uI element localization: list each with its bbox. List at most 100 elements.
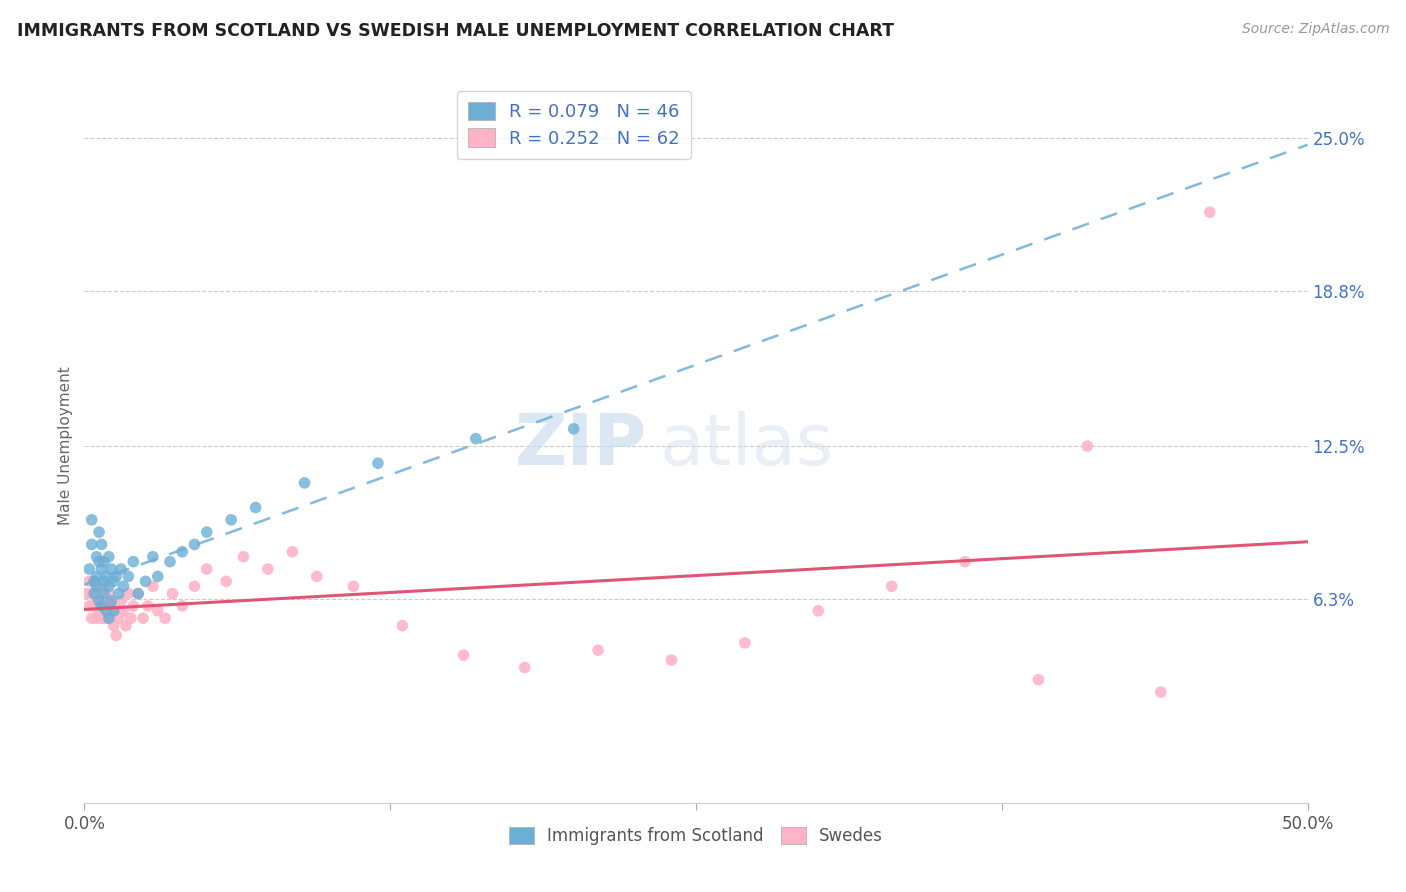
Point: [464, 432, 486, 446]
Point: [232, 549, 254, 564]
Point: [105, 628, 128, 642]
Point: [257, 562, 280, 576]
Point: [1150, 685, 1173, 699]
Point: [245, 500, 267, 515]
Point: [367, 456, 389, 470]
Text: ZIP: ZIP: [515, 411, 647, 481]
Point: [146, 604, 169, 618]
Point: [132, 611, 155, 625]
Point: [342, 579, 364, 593]
Point: [153, 611, 176, 625]
Point: [734, 636, 756, 650]
Point: [97, 594, 120, 608]
Point: [142, 549, 165, 564]
Point: [172, 599, 194, 613]
Point: [86, 549, 108, 564]
Point: [93, 604, 115, 618]
Point: [142, 579, 165, 593]
Point: [112, 579, 135, 593]
Point: [90, 562, 112, 576]
Point: [96, 594, 118, 608]
Point: [195, 525, 218, 540]
Point: [86, 579, 108, 593]
Point: [115, 618, 138, 632]
Point: [83, 574, 105, 589]
Point: [112, 604, 135, 618]
Point: [1076, 439, 1098, 453]
Point: [1028, 673, 1050, 687]
Point: [77, 599, 100, 613]
Point: [100, 599, 122, 613]
Point: [146, 569, 169, 583]
Point: [880, 579, 903, 593]
Point: [87, 587, 110, 601]
Point: [80, 537, 103, 551]
Point: [103, 604, 125, 618]
Point: [136, 599, 159, 613]
Point: [86, 594, 108, 608]
Point: [97, 549, 120, 564]
Point: [96, 611, 118, 625]
Point: [97, 611, 120, 625]
Point: [159, 555, 181, 569]
Point: [96, 569, 118, 583]
Point: [110, 594, 132, 608]
Point: [127, 587, 149, 601]
Point: [86, 569, 108, 583]
Point: [83, 599, 105, 613]
Point: [122, 599, 145, 613]
Point: [97, 604, 120, 618]
Text: atlas: atlas: [659, 411, 834, 481]
Point: [219, 513, 242, 527]
Point: [562, 422, 585, 436]
Y-axis label: Male Unemployment: Male Unemployment: [58, 367, 73, 525]
Point: [83, 587, 105, 601]
Point: [87, 525, 110, 540]
Point: [103, 604, 125, 618]
Point: [107, 611, 129, 625]
Point: [122, 555, 145, 569]
Point: [90, 537, 112, 551]
Point: [97, 587, 120, 601]
Point: [1198, 205, 1220, 219]
Point: [183, 579, 205, 593]
Point: [83, 574, 105, 589]
Point: [97, 579, 120, 593]
Point: [105, 569, 128, 583]
Point: [103, 574, 125, 589]
Point: [135, 574, 157, 589]
Point: [76, 587, 98, 601]
Point: [195, 562, 218, 576]
Point: [453, 648, 475, 662]
Point: [93, 555, 115, 569]
Point: [117, 569, 139, 583]
Point: [80, 587, 103, 601]
Point: [90, 599, 112, 613]
Point: [90, 599, 112, 613]
Point: [305, 569, 328, 583]
Point: [87, 604, 110, 618]
Point: [807, 604, 830, 618]
Point: [77, 562, 100, 576]
Point: [100, 611, 122, 625]
Point: [294, 475, 316, 490]
Point: [80, 513, 103, 527]
Legend: Immigrants from Scotland, Swedes: Immigrants from Scotland, Swedes: [502, 820, 890, 852]
Point: [391, 618, 413, 632]
Point: [215, 574, 238, 589]
Point: [100, 594, 122, 608]
Point: [513, 660, 536, 674]
Point: [107, 587, 129, 601]
Point: [953, 555, 976, 569]
Point: [93, 587, 115, 601]
Point: [87, 555, 110, 569]
Point: [96, 604, 118, 618]
Point: [87, 594, 110, 608]
Text: Source: ZipAtlas.com: Source: ZipAtlas.com: [1241, 22, 1389, 37]
Point: [80, 611, 103, 625]
Point: [586, 643, 609, 657]
Point: [183, 537, 205, 551]
Point: [86, 579, 108, 593]
Point: [281, 545, 304, 559]
Point: [117, 587, 139, 601]
